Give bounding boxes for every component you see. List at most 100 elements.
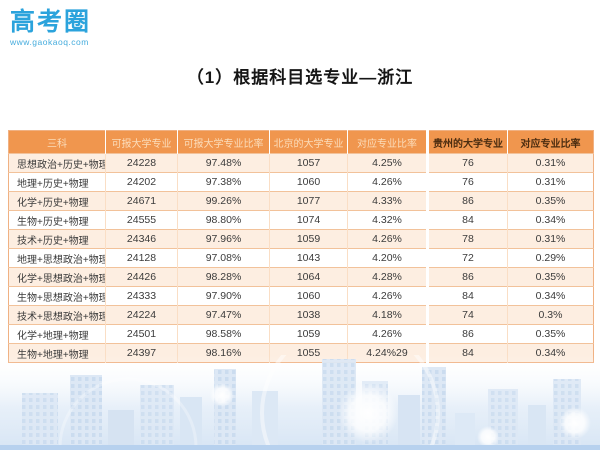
cell-guizhou-majors: 74: [426, 305, 508, 325]
table-row: 化学+思想政治+物理 24426 98.28% 1064 4.28% 86 0.…: [8, 267, 594, 287]
cell-majors-ratio: 97.47%: [177, 305, 270, 325]
col-header-subjects: 三科: [8, 130, 106, 154]
cell-beijing-ratio: 4.28%: [347, 267, 428, 287]
col-header-majors-available: 可报大学专业: [105, 130, 178, 154]
cell-guizhou-ratio: 0.31%: [507, 172, 594, 192]
cell-guizhou-majors: 76: [426, 153, 508, 173]
col-header-beijing-ratio: 对应专业比率: [347, 130, 428, 154]
cell-beijing-majors: 1055: [269, 343, 348, 363]
cell-beijing-majors: 1060: [269, 286, 348, 306]
subjects-majors-table: 三科 可报大学专业 可报大学专业比率 北京的大学专业 对应专业比率 贵州的大学专…: [8, 130, 594, 363]
cell-majors-available: 24346: [105, 229, 178, 249]
cell-beijing-majors: 1059: [269, 229, 348, 249]
cell-guizhou-ratio: 0.34%: [507, 343, 594, 363]
cell-beijing-ratio: 4.24%29: [347, 343, 428, 363]
cell-majors-ratio: 97.08%: [177, 248, 270, 268]
cell-beijing-ratio: 4.26%: [347, 324, 428, 344]
cell-subjects: 生物+思想政治+物理: [8, 286, 106, 306]
table-row: 生物+历史+物理 24555 98.80% 1074 4.32% 84 0.34…: [8, 210, 594, 230]
cell-subjects: 地理+历史+物理: [8, 172, 106, 192]
cell-majors-available: 24333: [105, 286, 178, 306]
cell-guizhou-majors: 78: [426, 229, 508, 249]
table-row: 地理+思想政治+物理 24128 97.08% 1043 4.20% 72 0.…: [8, 248, 594, 268]
cell-majors-available: 24397: [105, 343, 178, 363]
cell-beijing-ratio: 4.26%: [347, 229, 428, 249]
city-skyline-decoration: [0, 355, 600, 450]
table-row: 思想政治+历史+物理 24228 97.48% 1057 4.25% 76 0.…: [8, 153, 594, 173]
cell-guizhou-ratio: 0.31%: [507, 153, 594, 173]
cell-majors-ratio: 98.80%: [177, 210, 270, 230]
cell-beijing-majors: 1038: [269, 305, 348, 325]
cell-majors-available: 24228: [105, 153, 178, 173]
cell-subjects: 地理+思想政治+物理: [8, 248, 106, 268]
brand-logo-url: www.gaokaoq.com: [10, 37, 89, 47]
cell-guizhou-ratio: 0.35%: [507, 324, 594, 344]
cell-guizhou-ratio: 0.34%: [507, 210, 594, 230]
table-row: 地理+历史+物理 24202 97.38% 1060 4.26% 76 0.31…: [8, 172, 594, 192]
cell-majors-ratio: 98.28%: [177, 267, 270, 287]
cell-guizhou-majors: 86: [426, 191, 508, 211]
col-header-beijing-majors: 北京的大学专业: [269, 130, 348, 154]
cell-guizhou-majors: 86: [426, 267, 508, 287]
cell-guizhou-majors: 84: [426, 343, 508, 363]
cell-subjects: 技术+思想政治+物理: [8, 305, 106, 325]
cell-majors-available: 24555: [105, 210, 178, 230]
cell-majors-ratio: 97.96%: [177, 229, 270, 249]
cell-guizhou-ratio: 0.34%: [507, 286, 594, 306]
cell-subjects: 生物+地理+物理: [8, 343, 106, 363]
cell-majors-ratio: 98.16%: [177, 343, 270, 363]
table-row: 技术+思想政治+物理 24224 97.47% 1038 4.18% 74 0.…: [8, 305, 594, 325]
cell-beijing-majors: 1059: [269, 324, 348, 344]
cell-guizhou-ratio: 0.35%: [507, 191, 594, 211]
col-header-majors-ratio: 可报大学专业比率: [177, 130, 270, 154]
cell-beijing-ratio: 4.20%: [347, 248, 428, 268]
cell-beijing-majors: 1043: [269, 248, 348, 268]
cell-beijing-ratio: 4.25%: [347, 153, 428, 173]
cell-majors-ratio: 97.48%: [177, 153, 270, 173]
cell-majors-ratio: 97.90%: [177, 286, 270, 306]
table-header: 三科 可报大学专业 可报大学专业比率 北京的大学专业 对应专业比率 贵州的大学专…: [8, 130, 594, 154]
cell-beijing-majors: 1074: [269, 210, 348, 230]
cell-majors-available: 24501: [105, 324, 178, 344]
cell-beijing-ratio: 4.33%: [347, 191, 428, 211]
cell-beijing-majors: 1060: [269, 172, 348, 192]
cell-guizhou-majors: 72: [426, 248, 508, 268]
cell-majors-available: 24202: [105, 172, 178, 192]
cell-majors-available: 24671: [105, 191, 178, 211]
brand-logo-text: 高考圈: [10, 8, 92, 36]
cell-majors-ratio: 99.26%: [177, 191, 270, 211]
table-row: 化学+历史+物理 24671 99.26% 1077 4.33% 86 0.35…: [8, 191, 594, 211]
cell-guizhou-ratio: 0.3%: [507, 305, 594, 325]
cell-subjects: 化学+思想政治+物理: [8, 267, 106, 287]
cell-subjects: 化学+地理+物理: [8, 324, 106, 344]
col-header-guizhou-majors: 贵州的大学专业: [426, 130, 508, 154]
cell-guizhou-majors: 76: [426, 172, 508, 192]
cell-majors-ratio: 97.38%: [177, 172, 270, 192]
cell-majors-available: 24224: [105, 305, 178, 325]
table-row: 化学+地理+物理 24501 98.58% 1059 4.26% 86 0.35…: [8, 324, 594, 344]
cell-guizhou-majors: 84: [426, 286, 508, 306]
cell-subjects: 生物+历史+物理: [8, 210, 106, 230]
cell-beijing-majors: 1064: [269, 267, 348, 287]
table-row: 生物+地理+物理 24397 98.16% 1055 4.24%29 84 0.…: [8, 343, 594, 363]
cell-guizhou-ratio: 0.35%: [507, 267, 594, 287]
cell-beijing-majors: 1057: [269, 153, 348, 173]
cell-subjects: 技术+历史+物理: [8, 229, 106, 249]
page-title: （1）根据科目选专业—浙江: [186, 68, 414, 87]
table-row: 技术+历史+物理 24346 97.96% 1059 4.26% 78 0.31…: [8, 229, 594, 249]
cell-beijing-ratio: 4.26%: [347, 172, 428, 192]
table-row: 生物+思想政治+物理 24333 97.90% 1060 4.26% 84 0.…: [8, 286, 594, 306]
cell-guizhou-majors: 86: [426, 324, 508, 344]
col-header-guizhou-ratio: 对应专业比率: [507, 130, 594, 154]
cell-beijing-ratio: 4.32%: [347, 210, 428, 230]
table-body: 思想政治+历史+物理 24228 97.48% 1057 4.25% 76 0.…: [8, 153, 594, 363]
brand-logo[interactable]: 高考圈 www.gaokaoq.com: [10, 8, 91, 47]
cell-subjects: 化学+历史+物理: [8, 191, 106, 211]
cell-guizhou-ratio: 0.31%: [507, 229, 594, 249]
cell-majors-ratio: 98.58%: [177, 324, 270, 344]
cell-beijing-ratio: 4.18%: [347, 305, 428, 325]
cell-majors-available: 24426: [105, 267, 178, 287]
cell-guizhou-ratio: 0.29%: [507, 248, 594, 268]
cell-beijing-ratio: 4.26%: [347, 286, 428, 306]
cell-guizhou-majors: 84: [426, 210, 508, 230]
